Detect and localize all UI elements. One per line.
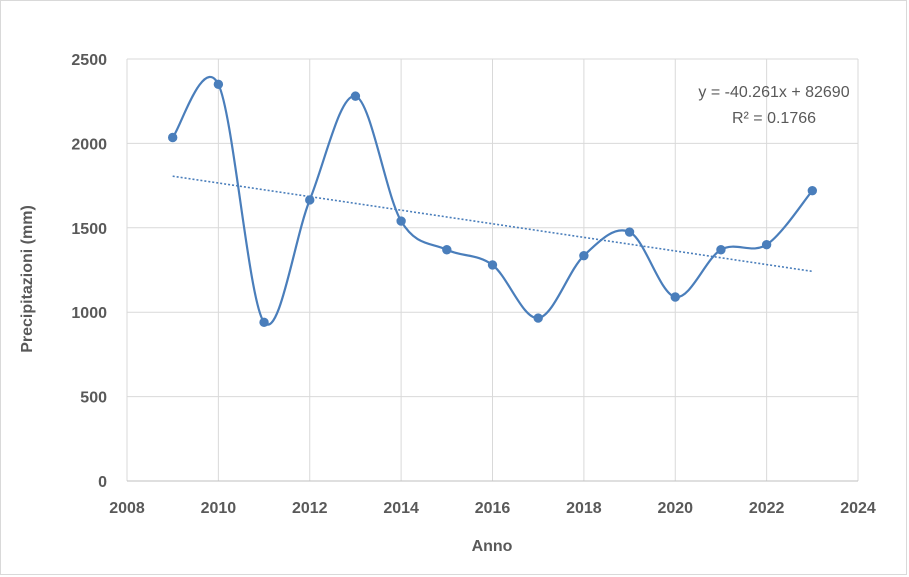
x-tick-label: 2016 xyxy=(475,500,511,517)
x-tick-label: 2020 xyxy=(657,500,693,517)
x-tick-label: 2014 xyxy=(383,500,419,517)
data-point xyxy=(442,245,452,255)
data-point xyxy=(761,239,772,250)
x-tick-label: 2008 xyxy=(109,500,145,517)
data-point xyxy=(167,132,178,143)
x-tick-label: 2018 xyxy=(566,500,602,517)
data-point xyxy=(487,260,498,270)
data-point xyxy=(259,317,269,328)
x-tick-label: 2010 xyxy=(201,500,237,517)
data-point xyxy=(350,91,361,101)
trendline-r-squared: R² = 0.1766 xyxy=(732,110,816,127)
y-tick-label: 2500 xyxy=(71,52,107,69)
y-tick-label: 1500 xyxy=(71,221,107,238)
data-point xyxy=(213,79,224,90)
data-point xyxy=(305,195,315,205)
y-tick-label: 1000 xyxy=(71,305,107,322)
data-point xyxy=(716,245,726,255)
y-axis-title: Precipitazioni (mm) xyxy=(19,205,36,353)
data-point xyxy=(670,292,680,302)
x-tick-label: 2012 xyxy=(292,500,328,517)
x-tick-label: 2022 xyxy=(749,500,785,517)
data-point xyxy=(396,216,406,226)
y-tick-label: 2000 xyxy=(71,136,107,153)
label-layer: 2008 2010 2012 2014 2016 2018 2020 2022 2024 0 500… xyxy=(71,52,875,517)
data-point xyxy=(624,227,635,237)
x-tick-label: 2024 xyxy=(840,500,876,517)
trendline-equation: y = -40.261x + 82690 xyxy=(698,84,849,101)
data-point xyxy=(807,185,818,196)
series-layer xyxy=(167,75,818,328)
y-tick-label: 0 xyxy=(98,474,107,491)
y-tick-label: 500 xyxy=(80,390,107,407)
data-point xyxy=(579,250,589,261)
x-axis-title: Anno xyxy=(472,538,513,555)
data-point xyxy=(533,313,543,323)
